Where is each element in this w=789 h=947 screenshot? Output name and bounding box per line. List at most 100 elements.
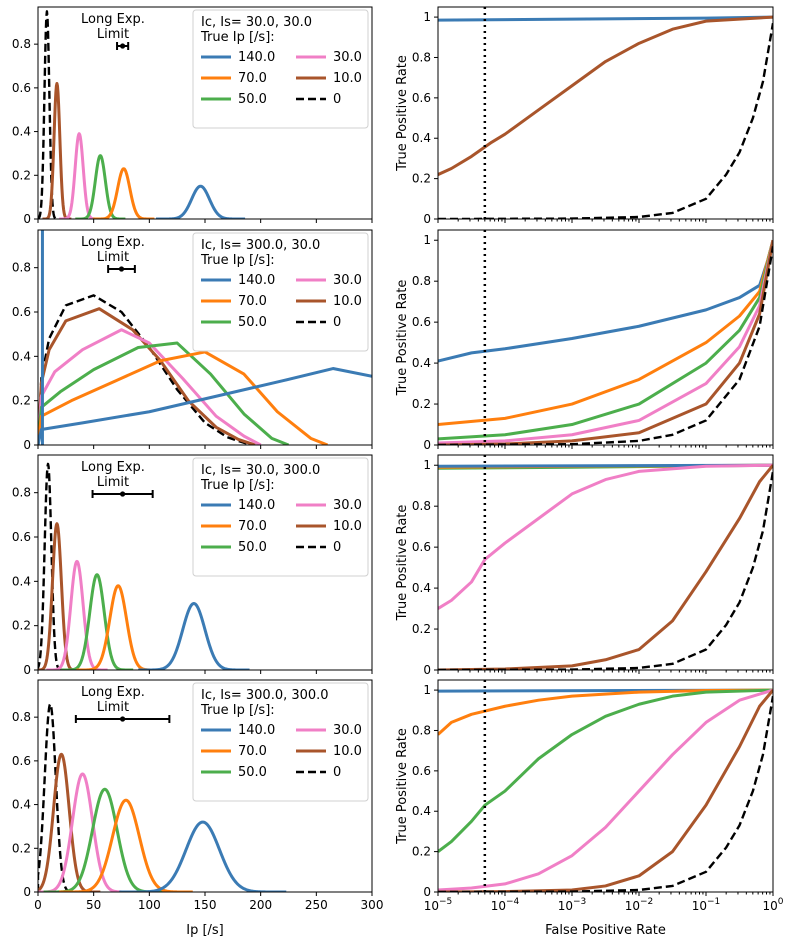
y-tick-label: 0.6	[12, 81, 31, 95]
plot-frame	[437, 679, 774, 893]
y-axis-label: True Positive Rate	[395, 280, 410, 397]
legend-label: 30.0	[333, 273, 362, 288]
y-tick-label: 0	[23, 212, 31, 226]
series-line-140-0	[137, 602, 251, 670]
y-tick-label: 0.8	[412, 723, 431, 737]
plot-frame	[437, 454, 774, 671]
roc-panel-1: 0 0.2 0.4 0.6 0.8 1 True Positive Rate	[395, 6, 774, 226]
roc-curve-30-0	[438, 239, 773, 445]
y-tick-label: 0.4	[12, 349, 31, 363]
y-tick-label: 0	[423, 663, 431, 677]
roc-curve-0	[438, 22, 773, 219]
limit-label: Limit	[97, 475, 129, 490]
y-axis-label: True Positive Rate	[395, 505, 410, 622]
y-tick-label: 0	[423, 438, 431, 452]
roc-curve-10-0	[438, 689, 773, 892]
limit-label: Limit	[97, 700, 129, 715]
error-bar-center	[118, 266, 125, 272]
series-line-70-0	[92, 167, 156, 219]
y-tick-label: 0.4	[412, 581, 431, 595]
x-tick-label: 250	[305, 898, 328, 912]
legend-label: 50.0	[238, 540, 267, 555]
legend-label: 0	[333, 315, 341, 330]
series-line-140-0	[155, 184, 247, 219]
roc-curve-0	[438, 695, 773, 892]
legend-title: Ic, Is= 300.0, 30.0	[201, 238, 320, 253]
legend-label: 30.0	[333, 723, 362, 738]
y-tick-label: 0.2	[12, 619, 31, 633]
series-line-30-0	[58, 132, 101, 219]
legend-subtitle: True Ip [/s]:	[200, 253, 275, 268]
y-tick-label: 1	[423, 10, 431, 24]
y-axis-label: True Positive Rate	[395, 728, 410, 845]
roc-panel-4: 0 0.2 0.4 0.6 0.8 1 10−5 10−4 10−3 10−2 10−1 100 Tru…	[395, 679, 784, 913]
series-line-10-0	[38, 752, 102, 892]
y-tick-label: 0.6	[412, 540, 431, 554]
legend-label: 0	[333, 92, 341, 107]
legend-label: 10.0	[333, 71, 362, 86]
y-tick-label: 0.2	[12, 841, 31, 855]
x-tick-label: 0	[34, 898, 42, 912]
legend-label: 10.0	[333, 294, 362, 309]
y-tick-label: 0.8	[12, 261, 31, 275]
x-axis-label-left: Ip [/s]	[186, 923, 224, 938]
long-exp-label: Long Exp.	[81, 460, 145, 475]
y-tick-label: 0.4	[412, 804, 431, 818]
series-line-0	[38, 702, 79, 892]
y-tick-label: 0.4	[412, 131, 431, 145]
x-tick-label: 10−3	[558, 897, 587, 913]
y-tick-label: 0.2	[412, 172, 431, 186]
roc-panel-2: 0 0.2 0.4 0.6 0.8 1 True Positive Rate	[395, 229, 774, 452]
legend-label: 140.0	[238, 50, 275, 65]
y-tick-label: 1	[423, 683, 431, 697]
roc-curve-10-0	[438, 464, 773, 670]
legend-title: Ic, Is= 300.0, 300.0	[201, 688, 329, 703]
y-tick-label: 0.2	[412, 622, 431, 636]
x-tick-label: 10−2	[625, 897, 654, 913]
legend-subtitle: True Ip [/s]:	[200, 703, 275, 718]
x-tick-label: 100	[762, 897, 783, 913]
y-tick-label: 0.4	[12, 798, 31, 812]
series-line-30-0	[38, 328, 262, 445]
y-tick-label: 0.4	[12, 574, 31, 588]
y-tick-label: 0.8	[12, 37, 31, 51]
series-line-50-0	[38, 341, 290, 445]
legend-subtitle: True Ip [/s]:	[200, 478, 275, 493]
x-tick-label: 10−5	[424, 897, 453, 913]
x-axis-label-right: False Positive Rate	[545, 923, 666, 938]
legend-label: 50.0	[238, 92, 267, 107]
legend-label: 70.0	[238, 519, 267, 534]
y-tick-label: 0	[23, 438, 31, 452]
roc-curve-0	[438, 246, 773, 445]
distribution-panel-1: 0 0.2 0.4 0.6 0.8 Long Exp.Limit Ic, Is= 30.0,…	[12, 6, 373, 226]
distribution-panel-4: 0 0.2 0.4 0.6 0.8 0 50 100 150 200 250 300 Long Exp.…	[12, 679, 384, 912]
y-tick-label: 0.2	[412, 845, 431, 859]
legend-label: 50.0	[238, 765, 267, 780]
legend-label: 140.0	[238, 498, 275, 513]
y-tick-label: 0.4	[412, 356, 431, 370]
series-line-10-0	[38, 307, 256, 445]
plot-frame	[437, 6, 774, 220]
legend-label: 70.0	[238, 294, 267, 309]
x-tick-label: 150	[194, 898, 217, 912]
legend-label: 30.0	[333, 50, 362, 65]
y-tick-label: 0.6	[12, 530, 31, 544]
roc-curve-50-0	[438, 688, 773, 853]
long-exp-label: Long Exp.	[81, 12, 145, 27]
y-tick-label: 0.4	[12, 125, 31, 139]
legend-label: 10.0	[333, 744, 362, 759]
plot-frame	[437, 229, 774, 446]
y-tick-label: 0.8	[12, 710, 31, 724]
x-tick-label: 300	[361, 898, 384, 912]
series-line-10-0	[41, 81, 73, 219]
series-line-0	[38, 10, 60, 219]
series-line-140-0	[38, 367, 372, 445]
legend-label: 10.0	[333, 519, 362, 534]
roc-curve-0	[438, 471, 773, 670]
roc-curve-140-0	[438, 15, 773, 22]
limit-label: Limit	[97, 250, 129, 265]
y-tick-label: 0.6	[12, 305, 31, 319]
x-tick-label: 100	[138, 898, 161, 912]
y-tick-label: 0	[423, 212, 431, 226]
limit-label: Limit	[97, 27, 129, 42]
